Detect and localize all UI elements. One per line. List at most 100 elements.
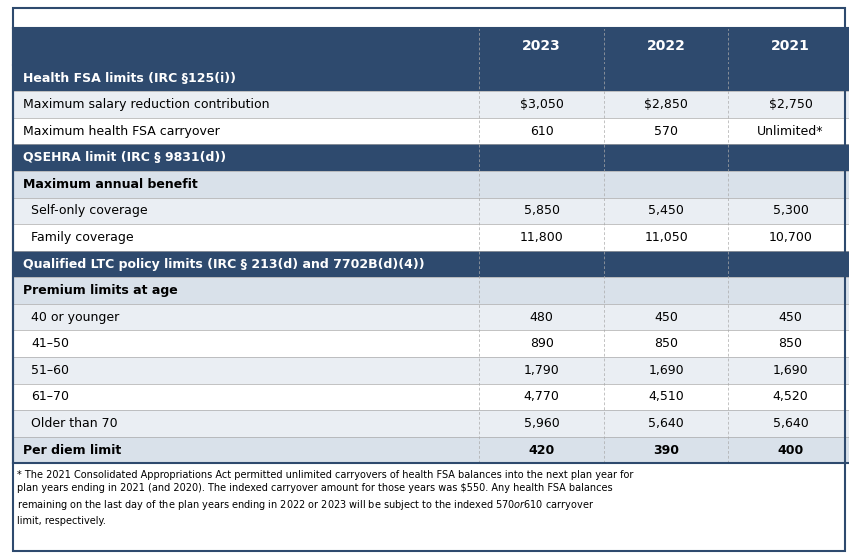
Text: 450: 450 [778,311,802,324]
Text: 390: 390 [653,443,680,457]
Bar [13,171,853,197]
Bar [13,65,853,91]
Bar [13,251,853,277]
Bar [728,383,853,410]
Text: Per diem limit: Per diem limit [23,443,121,457]
Bar [604,144,728,171]
Text: 51–60: 51–60 [31,364,69,377]
Bar [604,171,728,197]
Bar [604,118,728,144]
Bar [604,330,728,357]
Text: 11,050: 11,050 [644,231,688,244]
Bar [604,251,728,277]
Bar [728,27,853,65]
Bar [728,330,853,357]
Bar [480,224,604,251]
Text: 5,300: 5,300 [772,205,808,217]
Text: $2,850: $2,850 [644,98,688,111]
Bar [13,357,480,383]
Text: Unlimited*: Unlimited* [758,125,824,138]
Text: 2022: 2022 [647,39,686,53]
Bar [728,224,853,251]
Text: Self-only coverage: Self-only coverage [31,205,148,217]
Text: 4,520: 4,520 [773,390,808,404]
Text: 420: 420 [529,443,555,457]
Bar [13,383,480,410]
Text: 5,960: 5,960 [523,417,559,430]
Text: 480: 480 [529,311,553,324]
Bar [13,27,480,65]
Text: 5,450: 5,450 [648,205,684,217]
Text: QSEHRA limit (IRC § 9831(d)): QSEHRA limit (IRC § 9831(d)) [23,151,226,164]
Text: 5,640: 5,640 [773,417,808,430]
Text: 890: 890 [529,337,553,350]
Bar [480,277,604,304]
Text: 4,510: 4,510 [649,390,684,404]
Text: Maximum salary reduction contribution: Maximum salary reduction contribution [23,98,269,111]
Bar [13,118,480,144]
Bar [604,27,728,65]
Text: 11,800: 11,800 [520,231,564,244]
Bar [480,304,604,330]
Bar [604,91,728,118]
Bar [728,65,853,91]
Text: Family coverage: Family coverage [31,231,134,244]
Text: $3,050: $3,050 [520,98,564,111]
Text: 5,850: 5,850 [523,205,559,217]
Bar [480,91,604,118]
Text: 610: 610 [529,125,553,138]
Text: * The 2021 Consolidated Appropriations Act permitted unlimited carryovers of hea: * The 2021 Consolidated Appropriations A… [17,470,633,525]
Bar [728,91,853,118]
Text: 1,690: 1,690 [773,364,808,377]
Text: 2023: 2023 [523,39,561,53]
Bar [13,197,480,224]
Text: Older than 70: Older than 70 [31,417,118,430]
Text: Premium limits at age: Premium limits at age [23,284,178,297]
Text: 570: 570 [654,125,678,138]
Text: Health FSA limits (IRC §125(i)): Health FSA limits (IRC §125(i)) [23,72,236,84]
Bar [13,224,480,251]
Bar [604,65,728,91]
Text: Maximum annual benefit: Maximum annual benefit [23,178,197,191]
Text: 61–70: 61–70 [31,390,69,404]
Text: 1,690: 1,690 [649,364,684,377]
Text: $2,750: $2,750 [769,98,813,111]
Text: 400: 400 [777,443,804,457]
Text: 40 or younger: 40 or younger [31,311,119,324]
Bar [604,357,728,383]
Bar [728,144,853,171]
Bar [13,304,480,330]
Text: 10,700: 10,700 [769,231,813,244]
Text: 41–50: 41–50 [31,337,69,350]
Text: 850: 850 [654,337,678,350]
Bar [480,330,604,357]
Bar [480,410,604,437]
Bar [604,437,728,463]
Bar [13,437,480,463]
Bar [604,304,728,330]
Bar [728,437,853,463]
Bar [728,304,853,330]
Text: Maximum health FSA carryover: Maximum health FSA carryover [23,125,220,138]
Bar [480,118,604,144]
Bar [13,91,480,118]
Bar [604,224,728,251]
Bar [480,383,604,410]
Text: 5,640: 5,640 [649,417,684,430]
Bar [480,251,604,277]
Bar [480,197,604,224]
Text: 4,770: 4,770 [523,390,559,404]
Bar [480,171,604,197]
Bar [728,277,853,304]
Bar [604,383,728,410]
Bar [728,197,853,224]
Bar [480,437,604,463]
Text: 2021: 2021 [771,39,810,53]
Bar [13,277,853,304]
Bar [604,197,728,224]
Text: Qualified LTC policy limits (IRC § 213(d) and 7702B(d)(4)): Qualified LTC policy limits (IRC § 213(d… [23,258,425,271]
Bar [13,144,853,171]
Bar [728,118,853,144]
Bar [13,410,480,437]
Bar [604,410,728,437]
